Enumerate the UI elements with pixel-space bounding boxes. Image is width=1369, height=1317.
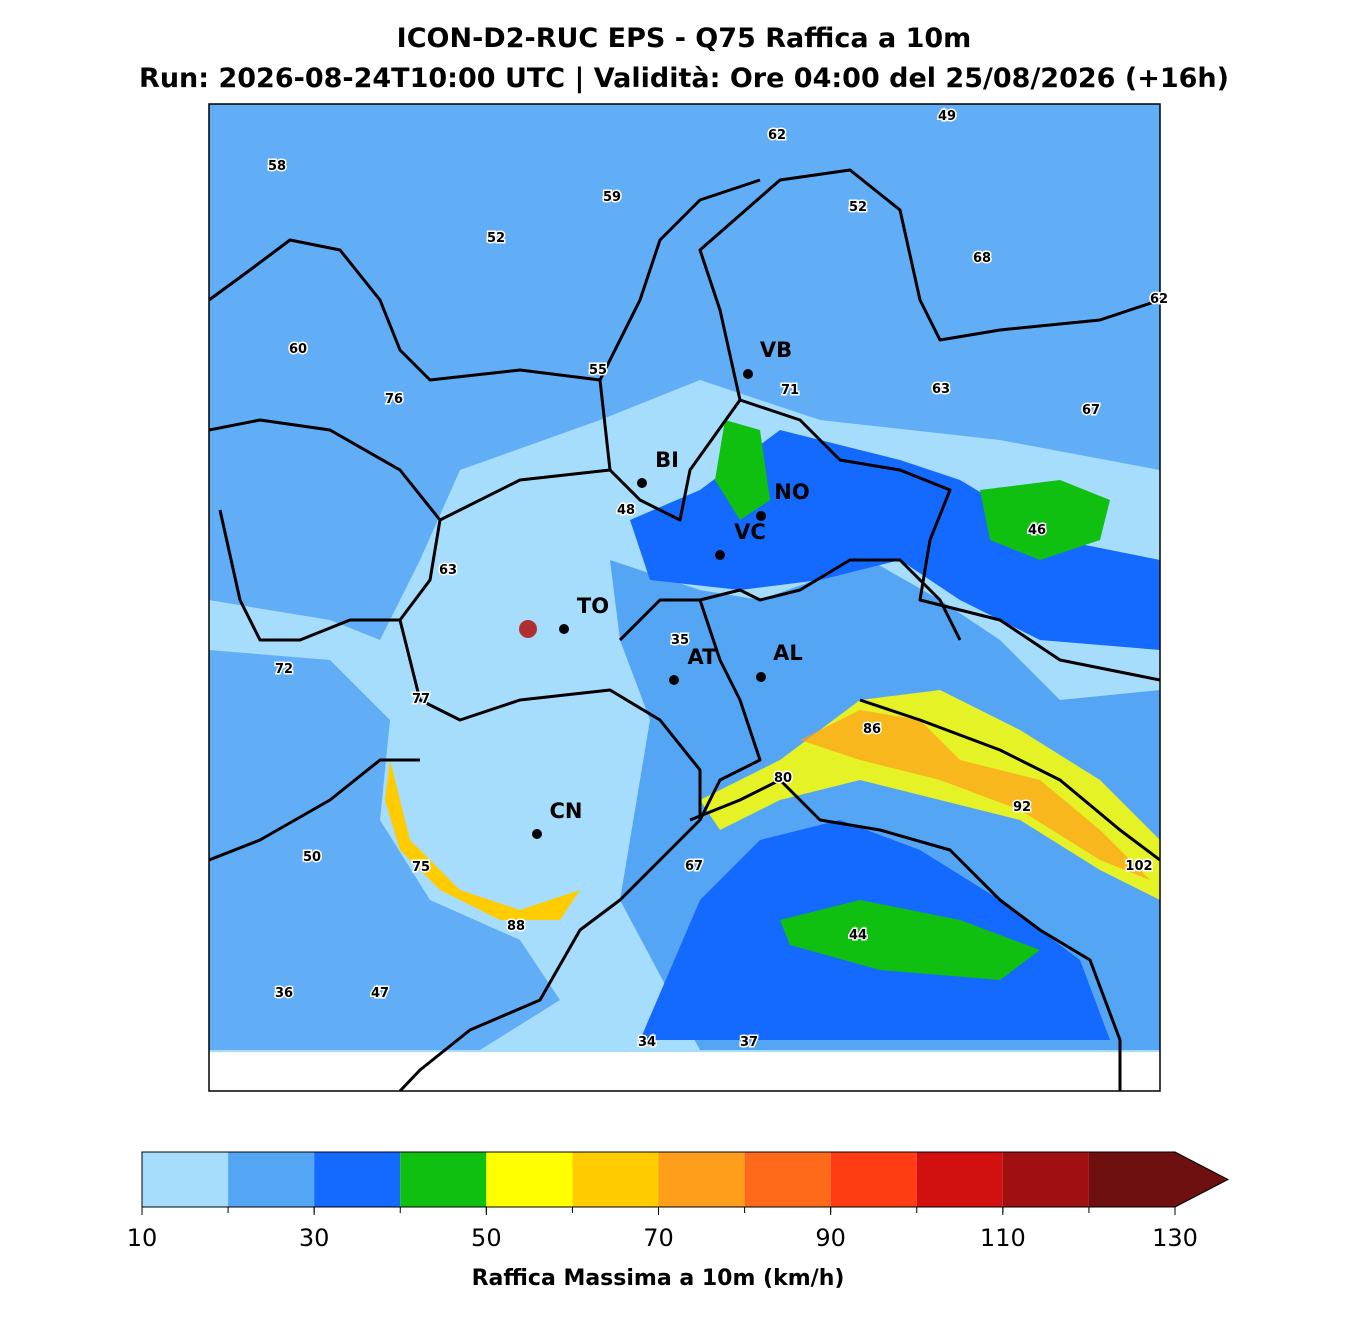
contour-value: 55 bbox=[589, 363, 607, 378]
contour-value: 48 bbox=[617, 503, 635, 518]
contour-value: 92 bbox=[1013, 800, 1031, 815]
contour-value: 34 bbox=[638, 1035, 656, 1050]
contour-value: 80 bbox=[774, 771, 792, 786]
contour-value: 63 bbox=[932, 382, 950, 397]
contour-value: 72 bbox=[275, 662, 293, 677]
contour-value: 58 bbox=[268, 159, 286, 174]
map-frame bbox=[208, 103, 1161, 1092]
location-marker bbox=[519, 620, 537, 638]
colorbar-arrow bbox=[1088, 1152, 1228, 1207]
colorbar-tick-label: 70 bbox=[643, 1224, 674, 1252]
contour-value: 44 bbox=[849, 928, 867, 943]
contour-value: 62 bbox=[1150, 292, 1168, 307]
colorbar-bin bbox=[142, 1152, 229, 1207]
map-field bbox=[209, 104, 1160, 1091]
contour-value: 71 bbox=[781, 383, 799, 398]
colorbar-tick-label: 90 bbox=[815, 1224, 846, 1252]
colorbar-bin bbox=[314, 1152, 401, 1207]
colorbar-tick-label: 130 bbox=[1152, 1224, 1198, 1252]
title: ICON-D2-RUC EPS - Q75 Raffica a 10m bbox=[397, 23, 972, 54]
city-dot bbox=[756, 511, 766, 521]
city-label: BI bbox=[655, 448, 679, 472]
city-label: NO bbox=[774, 480, 809, 504]
colorbar-bin bbox=[228, 1152, 315, 1207]
city-dot bbox=[559, 624, 569, 634]
contour-value: 102 bbox=[1125, 859, 1152, 874]
city-label: CN bbox=[550, 799, 583, 823]
city-dot bbox=[532, 829, 542, 839]
colorbar-bin bbox=[572, 1152, 659, 1207]
contour-value: 77 bbox=[412, 692, 430, 707]
colorbar-bin bbox=[830, 1152, 917, 1207]
colorbar-tick-label: 50 bbox=[471, 1224, 502, 1252]
contour-value: 67 bbox=[1082, 403, 1100, 418]
contour-value: 37 bbox=[740, 1035, 758, 1050]
city-dot bbox=[756, 672, 766, 682]
contour-value: 88 bbox=[507, 919, 525, 934]
contour-value: 47 bbox=[371, 986, 389, 1001]
subtitle: Run: 2026-08-24T10:00 UTC | Validità: Or… bbox=[139, 63, 1229, 94]
colorbar-tick-label: 110 bbox=[980, 1224, 1026, 1252]
city-dot bbox=[715, 550, 725, 560]
colorbar-bin bbox=[486, 1152, 573, 1207]
colorbar-bin bbox=[658, 1152, 745, 1207]
colorbar-outline bbox=[141, 1151, 1230, 1208]
contour-value: 46 bbox=[1028, 523, 1046, 538]
colorbar-bin bbox=[400, 1152, 487, 1207]
contour-value: 86 bbox=[863, 722, 881, 737]
contour-value: 68 bbox=[973, 251, 991, 266]
contour-value: 62 bbox=[768, 128, 786, 143]
city-label: VB bbox=[760, 338, 792, 362]
city-label: AL bbox=[773, 641, 803, 665]
contour-value: 76 bbox=[385, 392, 403, 407]
colorbar-bin bbox=[916, 1152, 1003, 1207]
contour-value: 50 bbox=[303, 850, 321, 865]
city-label: TO bbox=[577, 594, 609, 618]
contour-value: 59 bbox=[603, 190, 621, 205]
city-label: VC bbox=[734, 520, 766, 544]
city-dot bbox=[637, 478, 647, 488]
colorbar-bin bbox=[744, 1152, 831, 1207]
contour-value: 35 bbox=[671, 633, 689, 648]
contour-value: 36 bbox=[275, 986, 293, 1001]
colorbar-tick-label: 30 bbox=[299, 1224, 330, 1252]
colorbar-label: Raffica Massima a 10m (km/h) bbox=[472, 1266, 845, 1291]
contour-value: 52 bbox=[487, 231, 505, 246]
contour-value: 63 bbox=[439, 563, 457, 578]
contour-value: 75 bbox=[412, 860, 430, 875]
city-dot bbox=[669, 675, 679, 685]
contour-value: 52 bbox=[849, 200, 867, 215]
colorbar-bin bbox=[1002, 1152, 1089, 1207]
contour-value: 60 bbox=[289, 342, 307, 357]
contour-value: 67 bbox=[685, 859, 703, 874]
city-label: AT bbox=[688, 645, 718, 669]
city-dot bbox=[743, 369, 753, 379]
colorbar-tick-label: 10 bbox=[127, 1224, 158, 1252]
contour-value: 49 bbox=[938, 109, 956, 124]
